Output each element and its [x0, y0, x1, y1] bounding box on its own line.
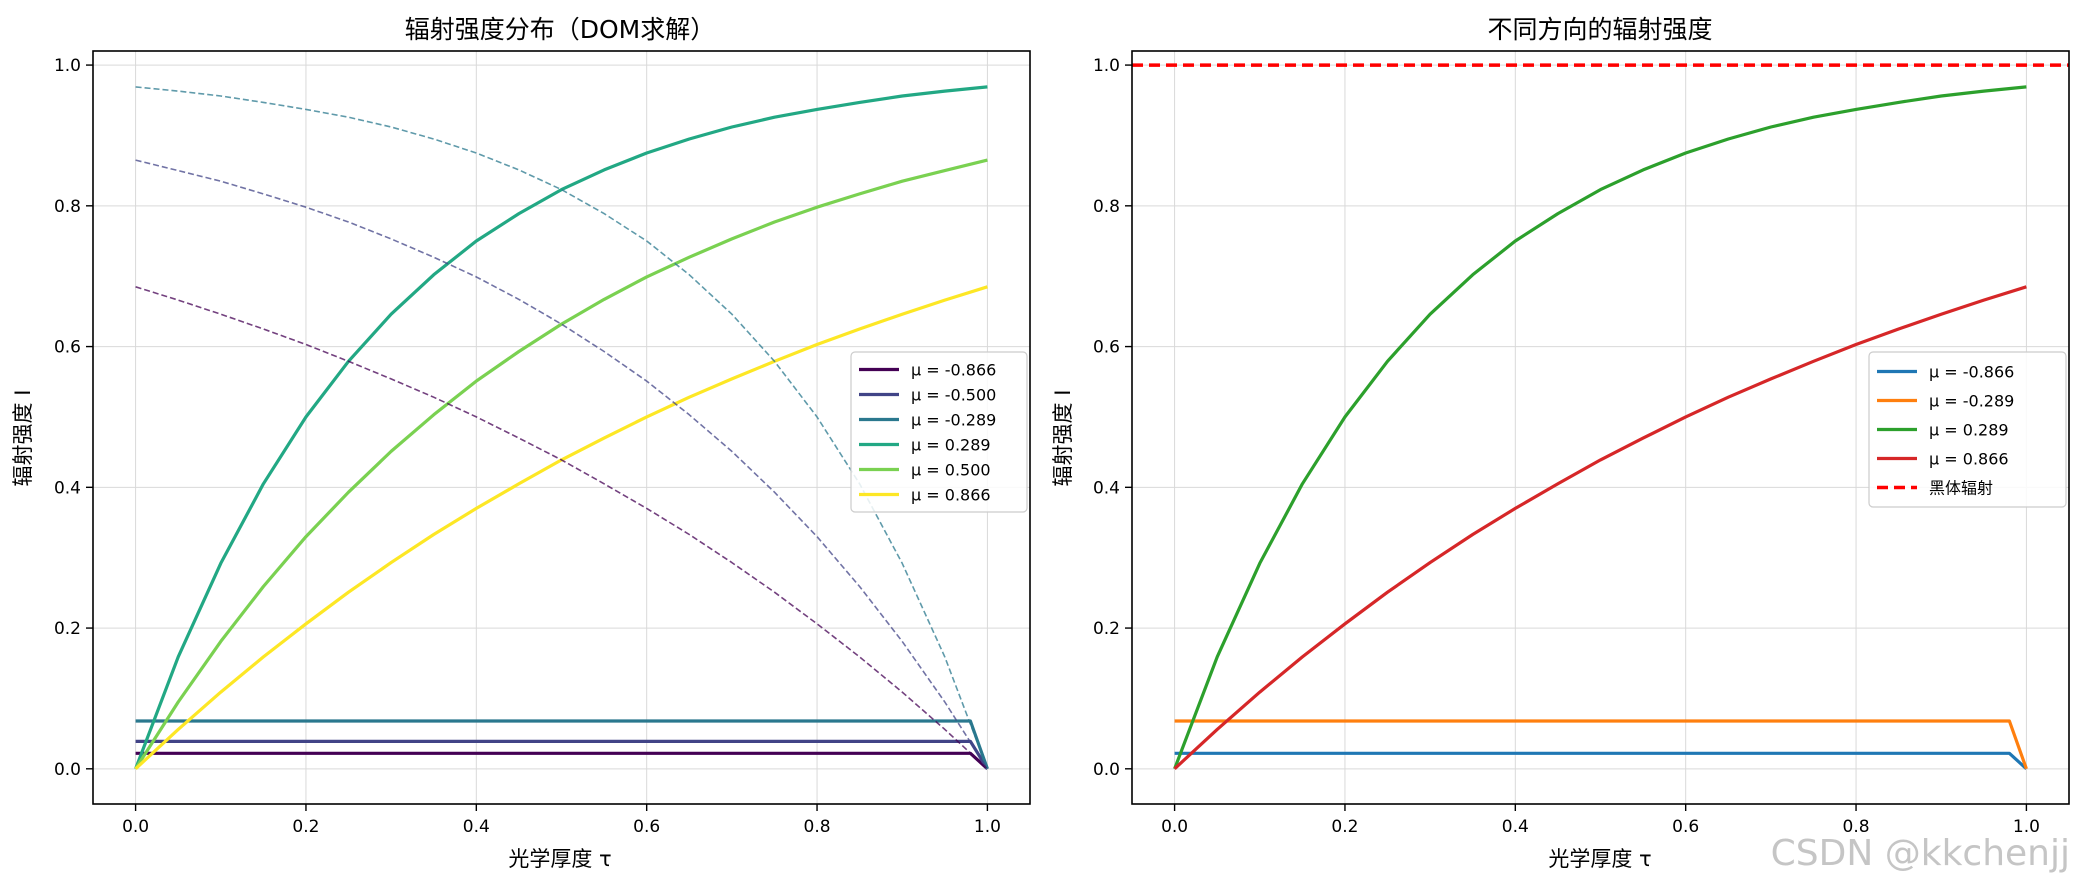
right-legend-label: μ = 0.289	[1929, 421, 2009, 440]
left-x-tick-label: 0.8	[804, 817, 831, 837]
right-legend-label: μ = -0.289	[1929, 392, 2014, 411]
right-legend	[1868, 351, 2067, 508]
right-x-tick-label: 0.4	[1502, 817, 1529, 837]
right-plot-frame	[1131, 50, 2070, 805]
left-legend-label: μ = -0.289	[911, 411, 996, 430]
left-y-axis-label: 辐射强度 I	[11, 390, 35, 487]
left-y-tick-label: 0.2	[54, 619, 81, 639]
right-legend-label: μ = 0.866	[1929, 450, 2009, 469]
right-y-tick-label: 0.0	[1093, 760, 1120, 780]
left-series-line-7	[135, 159, 989, 770]
left-chart-title: 辐射强度分布（DOM求解）	[405, 15, 716, 44]
right-series-line-0	[1174, 751, 2028, 770]
right-legend-label: 黑体辐射	[1929, 479, 1993, 498]
right-x-tick-label: 0.0	[1161, 817, 1188, 837]
left-x-tick-label: 0.2	[292, 817, 319, 837]
left-y-tick-label: 0.0	[54, 760, 81, 780]
left-x-tick-label: 0.6	[633, 817, 660, 837]
left-legend-label: μ = 0.500	[911, 461, 991, 480]
right-legend-label: μ = -0.866	[1929, 363, 2014, 382]
right-series-line-3	[1173, 285, 2027, 770]
left-series-line-6	[135, 86, 989, 770]
left-legend-label: μ = 0.866	[911, 486, 991, 505]
right-y-tick-label: 0.4	[1093, 478, 1120, 498]
right-x-axis-label: 光学厚度 τ	[1548, 847, 1651, 871]
right-series-line-1	[1174, 719, 2028, 770]
left-y-tick-label: 0.8	[54, 197, 81, 217]
left-legend-label: μ = -0.866	[911, 361, 996, 380]
left-y-tick-label: 0.4	[54, 478, 81, 498]
left-series-line-8	[135, 286, 988, 770]
left-plot-frame	[92, 50, 1031, 805]
left-x-tick-label: 0.4	[463, 817, 490, 837]
right-series-line-2	[1173, 85, 2027, 770]
right-x-tick-label: 0.8	[1843, 817, 1870, 837]
left-legend-label: μ = 0.289	[911, 436, 991, 455]
right-chart-title: 不同方向的辐射强度	[1487, 15, 1712, 44]
left-series-line-4	[134, 158, 988, 770]
right-y-tick-label: 0.6	[1093, 338, 1120, 358]
right-y-tick-label: 1.0	[1093, 56, 1120, 76]
left-series-line-3	[134, 85, 988, 770]
watermark: CSDN @kkchenjj	[1770, 833, 2070, 874]
left-x-tick-label: 0.0	[122, 817, 149, 837]
right-y-tick-label: 0.8	[1093, 197, 1120, 217]
left-x-tick-label: 1.0	[974, 817, 1001, 837]
right-y-axis-label: 辐射强度 I	[1051, 390, 1075, 487]
left-y-tick-label: 0.6	[54, 338, 81, 358]
right-chart: 不同方向的辐射强度 光学厚度 τ 辐射强度 I 0.0 0.2 0.4 0.6 0.8 1…	[1051, 15, 2070, 871]
right-y-tick-label: 0.2	[1093, 619, 1120, 639]
right-x-tick-label: 1.0	[2013, 817, 2040, 837]
left-y-tick-label: 1.0	[54, 56, 81, 76]
right-x-tick-label: 0.6	[1672, 817, 1699, 837]
left-legend-label: μ = -0.500	[911, 386, 996, 405]
left-legend	[850, 351, 1028, 513]
left-x-axis-label: 光学厚度 τ	[508, 847, 611, 871]
left-chart: 辐射强度分布（DOM求解） 光学厚度 τ 辐射强度 I 0.0 0.2 0.4 0.6…	[11, 15, 1031, 871]
right-x-tick-label: 0.2	[1331, 817, 1358, 837]
